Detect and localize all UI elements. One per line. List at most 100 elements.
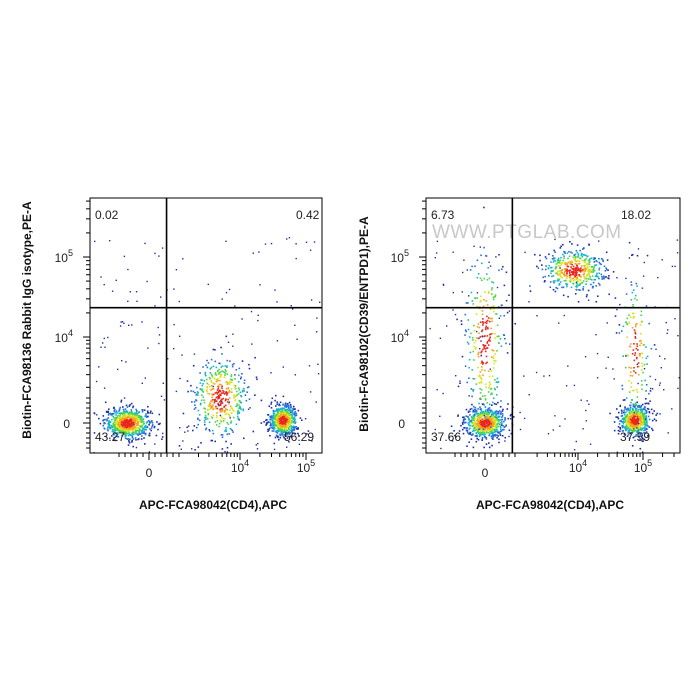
event-dot-1026 — [288, 416, 291, 419]
event-dot-1320 — [277, 416, 279, 418]
event-dot-1116 — [639, 433, 641, 436]
event-dot-961 — [285, 434, 287, 436]
event-dot-696 — [629, 406, 632, 409]
event-dot-1675 — [557, 279, 560, 282]
event-dot-1018 — [628, 420, 630, 422]
event-dot-1107 — [272, 428, 275, 430]
event-dot-1800 — [487, 391, 490, 393]
event-dot-32 — [499, 406, 502, 408]
event-dot-1660 — [571, 261, 574, 263]
event-dot-1712 — [234, 386, 236, 389]
event-dot-2049 — [641, 356, 644, 359]
event-dot-1643 — [226, 383, 229, 385]
event-dot-1906 — [502, 265, 504, 268]
event-dot-1291 — [286, 417, 289, 419]
event-dot-1792 — [187, 430, 189, 432]
quadrant-top-right: 0.42 — [296, 208, 320, 222]
event-dot-432 — [116, 416, 118, 418]
event-dot-1904 — [232, 333, 234, 335]
event-dot-641 — [131, 413, 134, 415]
event-dot-834 — [290, 436, 293, 438]
event-dot-1614 — [565, 284, 568, 286]
event-dot-1004 — [621, 414, 624, 417]
event-dot-286 — [486, 431, 488, 433]
event-dot-2112 — [634, 372, 637, 374]
event-dot-126 — [113, 432, 115, 434]
event-dot-54 — [125, 418, 127, 421]
event-dot-547 — [460, 424, 462, 427]
event-dot-1253 — [284, 418, 287, 421]
event-dot-423 — [113, 417, 116, 419]
event-dot-147 — [128, 405, 131, 407]
event-dot-1505 — [231, 381, 233, 384]
event-dot-1641 — [578, 262, 581, 265]
event-dot-366 — [144, 432, 147, 435]
event-dot-1705 — [225, 404, 227, 407]
event-dot-1671 — [217, 402, 219, 405]
event-dot-1487 — [565, 277, 568, 280]
event-dot-1857 — [102, 342, 104, 344]
y-axis-label: Biotin-FcA98102(CD39/ENTPD1),PE-A — [357, 216, 371, 432]
event-dot-1430 — [222, 370, 225, 373]
event-dot-318 — [463, 416, 465, 418]
event-dot-1677 — [575, 276, 577, 279]
event-dot-787 — [270, 407, 273, 409]
event-dot-1260 — [593, 266, 596, 268]
event-dot-757 — [622, 422, 625, 425]
event-dot-1918 — [226, 451, 229, 453]
event-dot-314 — [150, 429, 152, 432]
event-dot-518 — [99, 422, 102, 425]
event-dot-1804 — [479, 387, 481, 390]
event-dot-1672 — [541, 264, 543, 266]
event-dot-691 — [111, 426, 113, 429]
event-dot-689 — [134, 428, 137, 430]
event-dot-1296 — [265, 419, 267, 422]
event-dot-1287 — [289, 404, 292, 406]
event-dot-1802 — [103, 387, 106, 389]
event-dot-633 — [490, 418, 493, 420]
event-dot-1819 — [484, 335, 486, 337]
event-dot-1891 — [492, 305, 495, 307]
event-dot-1797 — [154, 443, 156, 445]
event-dot-2262 — [573, 449, 576, 451]
event-dot-654 — [114, 432, 116, 434]
event-dot-1852 — [270, 242, 273, 245]
event-dot-380 — [141, 424, 143, 427]
event-dot-1829 — [135, 446, 138, 449]
event-dot-1760 — [204, 411, 207, 413]
event-dot-1161 — [266, 422, 269, 424]
event-dot-1622 — [224, 409, 226, 412]
event-dot-1406 — [226, 408, 228, 411]
event-dot-1166 — [622, 430, 624, 432]
event-dot-1309 — [280, 426, 283, 428]
event-dot-1361 — [230, 405, 232, 408]
event-dot-1858 — [259, 284, 261, 286]
event-dot-1338 — [606, 259, 609, 261]
event-dot-615 — [480, 423, 482, 426]
event-dot-2263 — [480, 354, 482, 357]
event-dot-1117 — [636, 423, 639, 425]
event-dot-318 — [115, 417, 118, 419]
event-dot-2105 — [631, 353, 634, 355]
event-dot-2282 — [644, 418, 647, 420]
event-dot-291 — [113, 434, 115, 436]
event-dot-525 — [132, 419, 135, 421]
event-dot-1262 — [272, 425, 275, 428]
event-dot-1736 — [480, 382, 483, 384]
event-dot-1475 — [210, 389, 212, 391]
event-dot-2072 — [645, 384, 648, 386]
event-dot-1868 — [483, 347, 486, 349]
event-dot-543 — [124, 424, 127, 426]
event-dot-341 — [159, 422, 161, 425]
event-dot-643 — [120, 417, 122, 419]
event-dot-337 — [120, 412, 123, 414]
event-dot-1911 — [257, 319, 259, 322]
event-dot-2242 — [519, 411, 521, 414]
event-dot-1115 — [272, 418, 274, 420]
event-dot-2280 — [496, 286, 499, 289]
event-dot-1661 — [605, 276, 607, 278]
event-dot-1900 — [154, 305, 156, 307]
event-dot-2250 — [473, 245, 475, 247]
event-dot-1088 — [283, 415, 285, 418]
event-dot-1715 — [502, 408, 504, 411]
